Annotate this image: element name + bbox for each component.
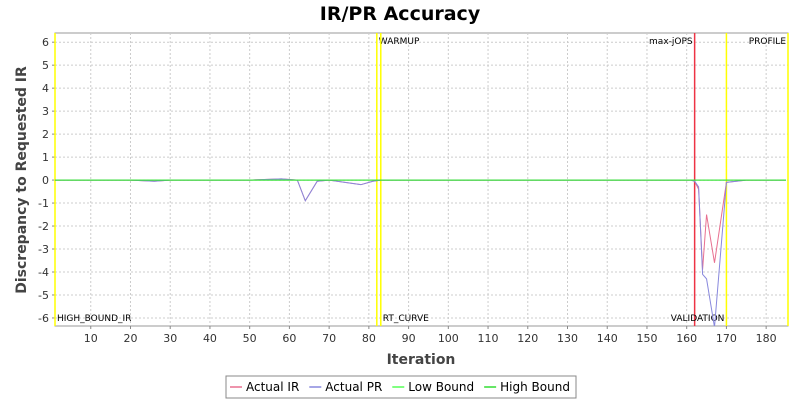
- x-tick-label: 180: [756, 332, 777, 345]
- legend-label: High Bound: [500, 380, 570, 394]
- y-tick-label: 4: [42, 82, 49, 95]
- y-tick-label: -6: [38, 312, 49, 325]
- x-tick-label: 60: [282, 332, 296, 345]
- x-tick-label: 120: [517, 332, 538, 345]
- legend-label: Actual PR: [325, 380, 382, 394]
- marker-label: RT_CURVE: [383, 314, 429, 324]
- y-tick-label: -1: [38, 197, 49, 210]
- y-tick-label: 1: [42, 151, 49, 164]
- y-tick-label: 6: [42, 36, 49, 49]
- x-tick-label: 110: [478, 332, 499, 345]
- y-tick-label: 3: [42, 105, 49, 118]
- y-tick-label: 5: [42, 59, 49, 72]
- x-tick-label: 130: [557, 332, 578, 345]
- legend-label: Actual IR: [246, 380, 299, 394]
- marker-label: max-jOPS: [649, 37, 693, 47]
- marker-label: WARMUP: [379, 37, 420, 47]
- chart-title: IR/PR Accuracy: [320, 3, 481, 25]
- x-tick-label: 30: [163, 332, 177, 345]
- x-tick-label: 40: [203, 332, 217, 345]
- x-tick-label: 160: [676, 332, 697, 345]
- marker-label: PROFILE: [749, 37, 787, 47]
- marker-label: VALIDATION: [671, 314, 725, 324]
- x-tick-label: 50: [243, 332, 257, 345]
- x-tick-label: 70: [322, 332, 336, 345]
- x-axis-label: Iteration: [387, 352, 456, 368]
- x-tick-label: 90: [402, 332, 416, 345]
- x-tick-label: 140: [597, 332, 618, 345]
- x-tick-label: 80: [362, 332, 376, 345]
- y-tick-label: 2: [42, 128, 49, 141]
- x-tick-label: 10: [84, 332, 98, 345]
- legend-label: Low Bound: [408, 380, 474, 394]
- plot-area: [54, 32, 789, 327]
- x-tick-label: 170: [716, 332, 737, 345]
- y-tick-label: -3: [38, 243, 49, 256]
- x-tick-label: 20: [123, 332, 137, 345]
- x-tick-label: 150: [636, 332, 657, 345]
- x-tick-label: 100: [438, 332, 459, 345]
- y-tick-label: 0: [42, 174, 49, 187]
- marker-label: HIGH_BOUND_IR: [57, 314, 131, 324]
- y-tick-label: -4: [38, 266, 49, 279]
- y-tick-label: -2: [38, 220, 49, 233]
- y-tick-label: -5: [38, 289, 49, 302]
- y-axis-label: Discrepancy to Requested IR: [14, 66, 30, 294]
